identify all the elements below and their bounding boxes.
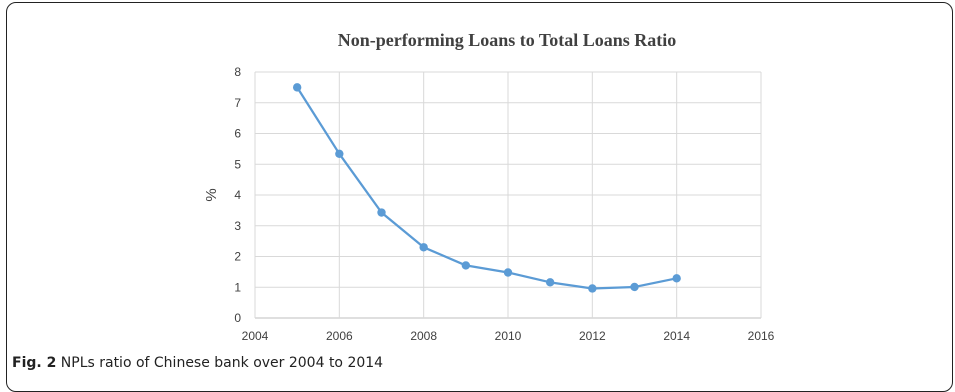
figure-caption: Fig. 2 NPLs ratio of Chinese bank over 2… (12, 355, 383, 371)
chart-grid (254, 71, 762, 319)
x-tick-label: 2016 (748, 329, 775, 343)
y-tick-label: 4 (234, 188, 241, 202)
data-point (461, 261, 471, 270)
data-point (545, 278, 555, 287)
data-point (377, 208, 386, 217)
y-tick-label: 8 (234, 65, 241, 79)
x-tick-label: 2004 (242, 329, 269, 343)
data-point (588, 284, 597, 293)
chart-title: Non-performing Loans to Total Loans Rati… (338, 30, 677, 50)
data-point (672, 274, 681, 283)
data-point (292, 83, 302, 92)
series-layer (292, 83, 681, 293)
x-tick-label: 2014 (663, 329, 690, 343)
x-tick-label: 2008 (410, 329, 437, 343)
x-tick-label: 2006 (326, 329, 353, 343)
caption-text: NPLs ratio of Chinese bank over 2004 to … (56, 355, 384, 371)
series-line (296, 86, 678, 290)
y-tick-label: 2 (234, 250, 241, 264)
data-point (335, 149, 344, 158)
y-tick-label: 1 (234, 280, 241, 294)
line-chart: Non-performing Loans to Total Loans Rati… (203, 30, 775, 343)
x-tick-label: 2010 (495, 329, 522, 343)
y-axis: 0 1 2 3 4 5 6 7 8 (234, 65, 241, 325)
y-tick-label: 0 (234, 311, 241, 325)
y-tick-label: 3 (234, 219, 241, 233)
figure-number: Fig. 2 (12, 355, 57, 371)
y-axis-label: % (203, 188, 220, 201)
y-tick-label: 6 (234, 127, 241, 141)
y-tick-label: 5 (234, 157, 241, 171)
data-point (503, 268, 513, 277)
data-point (419, 243, 428, 252)
y-tick-label: 7 (234, 96, 241, 110)
x-axis: 2004 2006 2008 2010 2012 2014 2016 (242, 329, 775, 343)
data-point (630, 282, 639, 292)
x-tick-label: 2012 (579, 329, 606, 343)
